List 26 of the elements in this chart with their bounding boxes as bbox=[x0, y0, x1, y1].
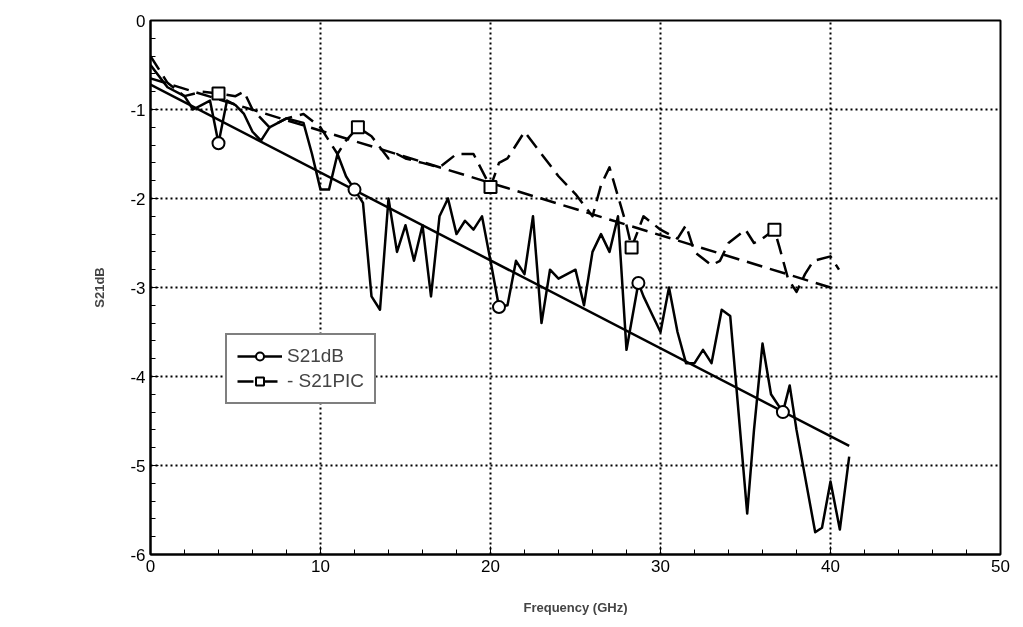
legend-label: S21dB bbox=[287, 345, 345, 367]
y-tick-label: -4 bbox=[130, 367, 146, 387]
point bbox=[624, 240, 639, 255]
x-tick-label: 30 bbox=[651, 556, 670, 576]
y-tick-label: -1 bbox=[130, 100, 146, 120]
y-tick-label: 0 bbox=[136, 11, 146, 31]
point bbox=[767, 222, 782, 237]
point bbox=[350, 120, 365, 135]
x-tick-label: 50 bbox=[991, 556, 1010, 576]
point bbox=[347, 182, 362, 197]
point bbox=[775, 405, 790, 420]
point bbox=[492, 300, 506, 315]
x-tick-label: 40 bbox=[821, 556, 840, 576]
point bbox=[483, 179, 498, 194]
x-axis-title: Frequency (GHz) bbox=[523, 599, 628, 615]
point bbox=[211, 86, 226, 101]
y-tick-label: -3 bbox=[130, 278, 146, 298]
point bbox=[211, 136, 226, 151]
y-tick-label: -6 bbox=[130, 545, 146, 565]
x-tick-label: 20 bbox=[481, 556, 500, 576]
y-tick-label: -5 bbox=[130, 456, 146, 476]
y-tick-label: -2 bbox=[130, 189, 146, 209]
y-axis-title: S21dB bbox=[92, 267, 108, 308]
x-tick-label: 10 bbox=[311, 556, 330, 576]
point bbox=[631, 276, 646, 291]
legend-label: - S21PIC bbox=[287, 370, 365, 392]
